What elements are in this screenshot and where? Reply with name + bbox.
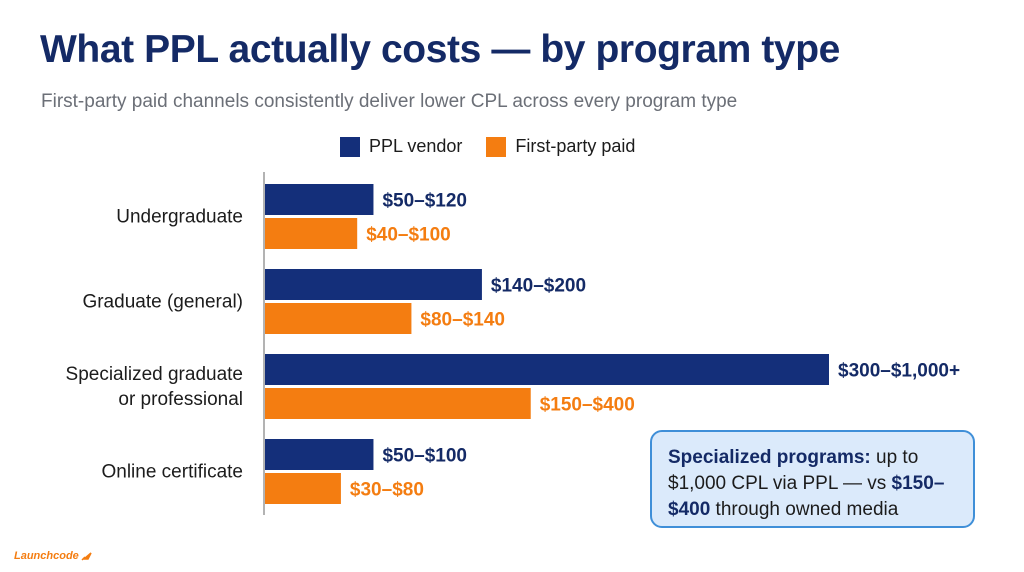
brand-logo: Launchcode — [14, 550, 92, 562]
brand-name: Launchcode — [14, 550, 79, 562]
bar-ppl-vendor — [265, 184, 374, 215]
chart-subtitle: First-party paid channels consistently d… — [41, 91, 738, 112]
bar-ppl-vendor — [265, 269, 482, 300]
data-label: $300–$1,000+ — [838, 361, 960, 382]
category-label-line: Graduate (general) — [82, 292, 243, 313]
bar-ppl-vendor — [265, 354, 829, 385]
data-label: $30–$80 — [350, 480, 424, 501]
chart-title: What PPL actually costs — by program typ… — [40, 28, 840, 71]
legend-label-ppl-vendor: PPL vendor — [369, 136, 463, 156]
category-label-line: Specialized graduate — [66, 364, 243, 385]
category-label-line: or professional — [118, 389, 243, 410]
callout-strong-heading: Specialized programs: — [668, 447, 871, 468]
data-label: $150–$400 — [540, 395, 635, 416]
legend-swatch-first-party-paid — [486, 136, 507, 157]
data-label: $140–$200 — [491, 276, 586, 297]
category-label: Specialized graduate or professional — [66, 364, 243, 410]
data-label: $40–$100 — [366, 225, 451, 246]
category-label-line: Online certificate — [101, 462, 243, 483]
chart-legend: PPL vendor First-party paid — [340, 136, 659, 157]
callout-strong-range: $150–$400 — [668, 473, 945, 520]
bar-first-party-paid — [265, 388, 531, 419]
legend-item-ppl-vendor: PPL vendor — [340, 136, 462, 157]
data-label: $50–$100 — [382, 446, 467, 467]
bar-first-party-paid — [265, 218, 358, 249]
legend-item-first-party-paid: First-party paid — [486, 136, 635, 157]
bar-first-party-paid — [265, 473, 341, 504]
callout-text-1: up to $1,000 CPL via PPL — vs — [668, 447, 919, 494]
category-label-line: Undergraduate — [116, 207, 243, 228]
rocket-icon — [81, 551, 92, 561]
data-label: $50–$120 — [382, 191, 467, 212]
bar-first-party-paid — [265, 303, 412, 334]
legend-swatch-ppl-vendor — [340, 136, 360, 157]
callout-text-2: through owned media — [710, 499, 899, 520]
category-label: Online certificate — [101, 462, 243, 483]
category-label: Graduate (general) — [82, 292, 243, 313]
category-label: Undergraduate — [116, 207, 243, 228]
legend-label-first-party-paid: First-party paid — [515, 136, 636, 156]
callout-box: Specialized programs: up to $1,000 CPL v… — [650, 430, 975, 528]
data-label: $80–$140 — [420, 310, 505, 331]
bar-ppl-vendor — [265, 439, 374, 470]
